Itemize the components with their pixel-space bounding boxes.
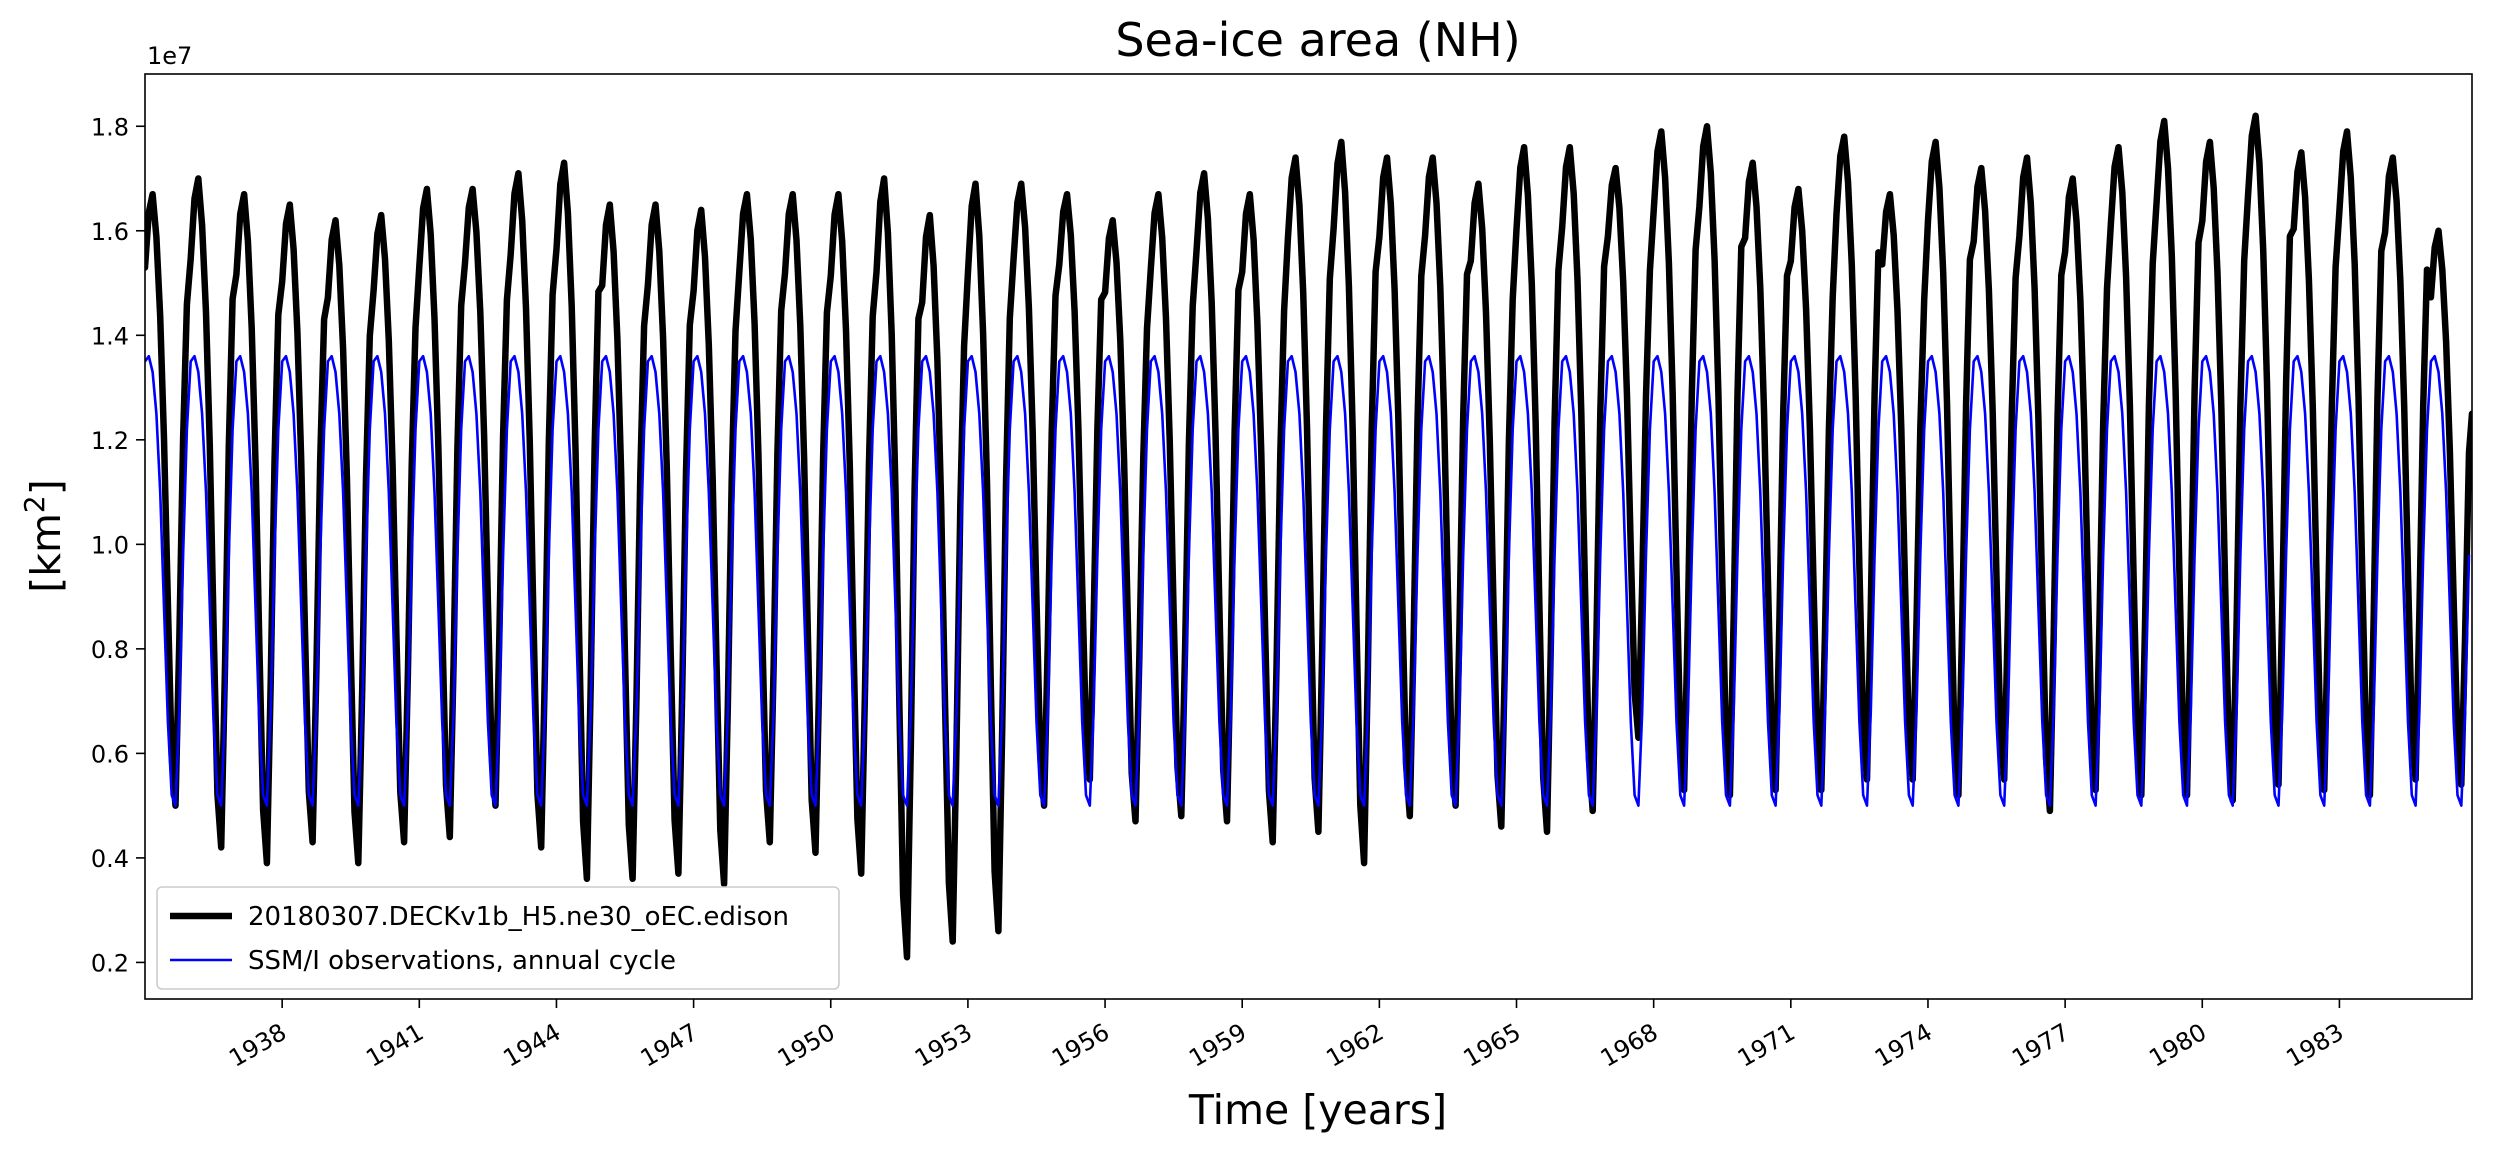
- y-tick-label: 1.8: [91, 113, 129, 141]
- legend-label-model: 20180307.DECKv1b_H5.ne30_oEC.edison: [248, 902, 789, 932]
- y-axis-title-close: ]: [22, 479, 70, 495]
- y-axis-ticks: 0.2 0.4 0.6 0.8 1.0 1.2 1.4 1.6 1.8: [91, 113, 145, 977]
- y-axis-title-superscript: 2: [18, 495, 51, 513]
- plot-frame: [144, 73, 2473, 1000]
- legend: 20180307.DECKv1b_H5.ne30_oEC.edison SSM/…: [156, 886, 840, 990]
- y-tick-label: 0.6: [91, 740, 129, 768]
- y-tick-label: 1.6: [91, 218, 129, 246]
- y-tick-label: 1.2: [91, 427, 129, 455]
- y-tick-label: 1.4: [91, 322, 129, 350]
- observations-series-line: [145, 354, 2471, 807]
- y-tick-label: 0.4: [91, 845, 129, 873]
- plot-area: [145, 112, 2472, 961]
- y-offset-label: 1e7: [147, 42, 192, 70]
- model-series-line: [145, 112, 2472, 961]
- y-tick-label: 1.0: [91, 531, 129, 559]
- y-axis-title-unit: [km: [22, 513, 70, 593]
- chart-title: Sea-ice area (NH): [1115, 13, 1520, 67]
- legend-box: [156, 886, 840, 990]
- x-axis-title: Time [years]: [1188, 1086, 1447, 1134]
- legend-label-observations: SSM/I observations, annual cycle: [248, 946, 676, 976]
- y-tick-label: 0.8: [91, 636, 129, 664]
- y-tick-label: 0.2: [91, 949, 129, 977]
- y-axis-title: [km2]: [18, 479, 70, 593]
